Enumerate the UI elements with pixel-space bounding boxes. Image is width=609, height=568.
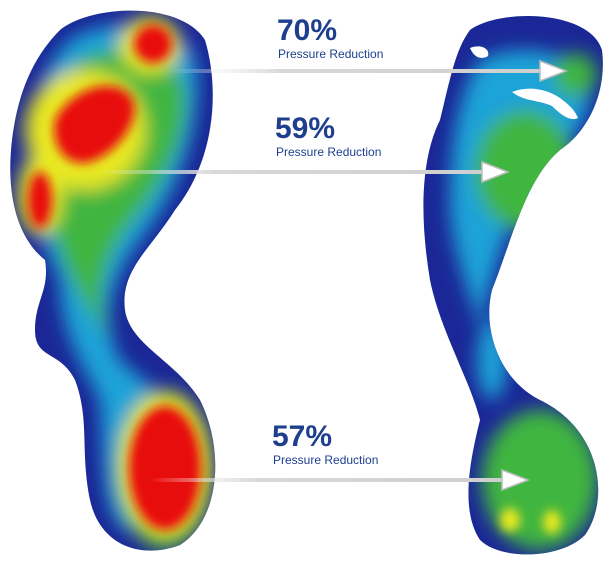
- arrow-shaft: [150, 478, 502, 482]
- arrow-head: [501, 468, 531, 492]
- arrow-shaft: [170, 69, 540, 73]
- callout-label: Pressure Reduction: [273, 453, 378, 467]
- arrow-shaft: [100, 170, 482, 174]
- toe-gap: [470, 46, 489, 58]
- arrows: [100, 59, 569, 492]
- toe-gaps: [470, 46, 578, 120]
- arrow-head: [539, 59, 569, 83]
- callout-label: Pressure Reduction: [278, 47, 383, 61]
- callout-value: 57%: [272, 420, 332, 453]
- left-footprint: [10, 10, 216, 551]
- toe-gap: [512, 88, 578, 120]
- hot-spots: [28, 25, 201, 530]
- callout-value: 70%: [277, 14, 337, 47]
- callouts: 70% Pressure Reduction 59% Pressure Redu…: [272, 14, 383, 467]
- callout-value: 59%: [275, 112, 335, 145]
- callout-label: Pressure Reduction: [276, 145, 381, 159]
- light-spots: [500, 508, 561, 534]
- arrow-head: [481, 160, 511, 184]
